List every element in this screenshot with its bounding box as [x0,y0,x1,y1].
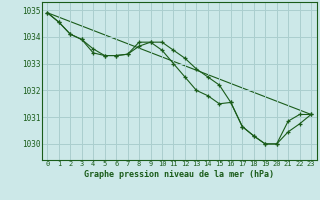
X-axis label: Graphe pression niveau de la mer (hPa): Graphe pression niveau de la mer (hPa) [84,170,274,179]
